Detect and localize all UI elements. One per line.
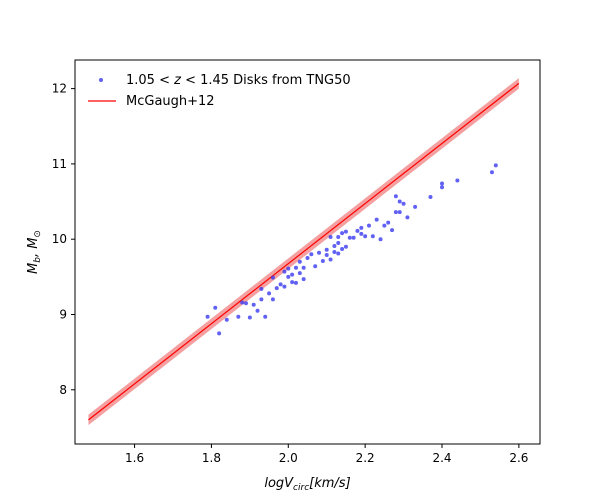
data-point (274, 286, 279, 291)
data-point (267, 291, 272, 296)
data-point (324, 253, 329, 258)
data-point (378, 237, 383, 242)
data-point (340, 231, 345, 236)
data-point (317, 250, 322, 255)
data-point (440, 185, 445, 190)
data-point (297, 259, 302, 264)
data-point (332, 250, 337, 254)
axes-frame (74, 59, 541, 445)
data-point (489, 170, 494, 175)
data-point (390, 228, 395, 233)
data-point (270, 297, 275, 302)
legend: 1.05 < z < 1.45 Disks from TNG50 McGaugh+… (88, 73, 351, 109)
axis-ticks: 1.6 1.8 2.0 2.2 2.4 2.6 8 9 10 11 12 (52, 82, 529, 465)
data-point (386, 220, 391, 225)
data-point (205, 314, 210, 319)
data-point (413, 204, 418, 209)
data-point (397, 199, 402, 204)
data-point (293, 280, 298, 285)
data-point (251, 302, 256, 307)
data-point (278, 282, 283, 287)
data-point (493, 163, 498, 168)
data-point (336, 251, 341, 256)
data-point (263, 314, 268, 319)
data-point (328, 257, 333, 262)
x-axis-label: logVcirc[km/s] (264, 476, 350, 493)
x-tick-label: 2.4 (432, 451, 451, 465)
relation-line (88, 82, 520, 421)
data-point (286, 274, 291, 279)
data-point (340, 246, 345, 251)
data-point (366, 223, 371, 228)
data-point (336, 234, 341, 239)
data-point (347, 235, 352, 240)
data-point (297, 271, 302, 276)
data-point (393, 194, 398, 199)
data-point (336, 240, 341, 245)
data-point (305, 256, 310, 261)
data-point (301, 265, 306, 270)
data-point (401, 201, 406, 206)
y-tick-label: 11 (52, 157, 67, 171)
data-point (313, 264, 318, 269)
data-point (355, 228, 360, 233)
data-point (359, 231, 364, 236)
data-point (343, 244, 348, 249)
data-point (428, 195, 433, 200)
data-point (301, 277, 306, 282)
data-point (217, 331, 222, 336)
data-point (286, 266, 291, 271)
x-tick-label: 1.8 (202, 451, 221, 465)
x-tick-label: 2.2 (356, 451, 375, 465)
x-tick-label: 1.6 (125, 451, 144, 465)
data-point (343, 229, 348, 234)
legend-label-mcgaugh: McGaugh+12 (126, 94, 215, 109)
data-point (382, 223, 387, 228)
x-tick-label: 2.0 (279, 451, 298, 465)
data-point (255, 308, 260, 313)
data-point (393, 210, 398, 215)
data-point (213, 305, 218, 310)
y-tick-label: 10 (52, 232, 67, 246)
x-tick-label: 2.6 (509, 451, 528, 465)
legend-scatter-marker (99, 78, 103, 82)
data-point (282, 284, 287, 289)
y-tick-label: 12 (52, 82, 67, 96)
data-point (359, 225, 364, 230)
data-point (236, 314, 241, 319)
data-point (224, 317, 229, 322)
data-point (397, 210, 402, 215)
plot-area (88, 78, 520, 426)
data-point (240, 300, 245, 305)
data-point (244, 301, 249, 306)
data-point (363, 234, 368, 239)
data-point (247, 315, 252, 320)
y-tick-label: 8 (59, 383, 67, 397)
data-point (259, 297, 264, 302)
y-axis-label: Mb, M⊙ (26, 230, 43, 274)
data-point (290, 272, 295, 277)
data-point (374, 217, 379, 222)
data-point (259, 286, 264, 291)
data-point (293, 265, 298, 270)
data-point (290, 280, 295, 285)
data-point (440, 181, 445, 186)
data-point (328, 234, 333, 239)
data-point (282, 269, 287, 274)
y-tick-label: 9 (59, 307, 67, 321)
data-point (270, 275, 275, 280)
data-point (455, 178, 460, 183)
data-point (309, 252, 314, 257)
data-point (405, 215, 410, 220)
data-point (324, 247, 329, 252)
legend-label-tng50: 1.05 < z < 1.45 Disks from TNG50 (126, 73, 351, 88)
data-point (332, 243, 337, 248)
data-point (320, 259, 325, 264)
data-point (370, 234, 375, 239)
data-point (351, 235, 356, 240)
